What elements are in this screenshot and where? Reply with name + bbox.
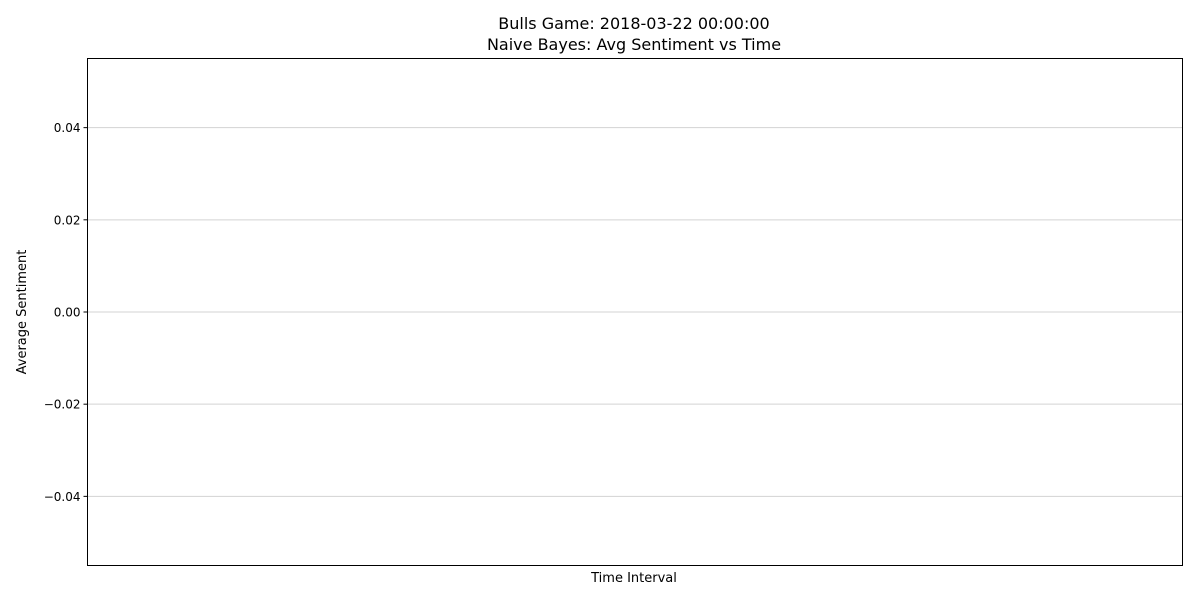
chart-title: Bulls Game: 2018-03-22 00:00:00: [498, 14, 769, 33]
y-tick-label: 0.02: [54, 213, 81, 227]
chart-subtitle: Naive Bayes: Avg Sentiment vs Time: [487, 35, 781, 54]
plot-area-frame: [87, 58, 1183, 566]
y-axis-ticks: −0.04 −0.02 0.00 0.02 0.04: [44, 121, 88, 504]
y-tick-label: 0.04: [54, 121, 81, 135]
y-axis-label: Average Sentiment: [15, 250, 30, 375]
y-tick-label: −0.02: [44, 398, 81, 412]
y-tick-label: −0.04: [44, 490, 81, 504]
grid-lines: [87, 127, 1183, 497]
x-axis-label: Time Interval: [590, 571, 677, 586]
y-tick-label: 0.00: [54, 306, 81, 320]
